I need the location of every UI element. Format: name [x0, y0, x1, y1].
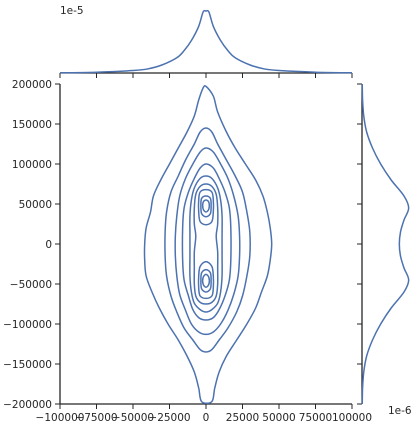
- x-tick-label: 75000: [299, 412, 332, 424]
- y-tick-label: −200000: [3, 399, 52, 411]
- joint-kde-contours: [143, 84, 273, 405]
- x-tick-label: 50000: [262, 412, 295, 424]
- x-tick-label: −75000: [75, 412, 117, 424]
- y-tick-label: 0: [45, 239, 52, 251]
- y-tick-label: −150000: [3, 359, 52, 371]
- marginal-x-ticks: [59, 73, 353, 78]
- kde-contour-level-7: [197, 188, 215, 226]
- kde-contour-level-2: [164, 127, 251, 353]
- marginal-y-density-curve: [361, 83, 410, 405]
- marginal-x-axes: 1e-5: [59, 5, 353, 78]
- kde-contour-level-6: [193, 183, 219, 305]
- kde-contour-level-8: [200, 268, 212, 293]
- kde-contour-level-9: [201, 199, 211, 213]
- y-tick-label: 100000: [12, 159, 52, 171]
- kde-contour-level-7: [197, 260, 215, 300]
- marginal-y-axes: 1e-6: [357, 83, 412, 417]
- x-tick-label: 100000: [332, 412, 372, 424]
- y-tick-label: −100000: [3, 319, 52, 331]
- marginal-x-density-curve: [59, 9, 353, 74]
- x-tick-label: 0: [203, 412, 210, 424]
- marginal-y-offset-text: 1e-6: [388, 405, 412, 417]
- kde-contour-level-9: [201, 273, 211, 288]
- joint-x-ticks: −100000−75000−50000−25000 0 25000 50000 7500…: [36, 404, 372, 424]
- y-tick-label: 50000: [19, 199, 52, 211]
- joint-y-ticks: −200000 −150000 −100000 −50000 0 50000 100000 1…: [3, 79, 60, 411]
- x-tick-label: −50000: [112, 412, 154, 424]
- marginal-x-offset-text: 1e-5: [60, 5, 84, 17]
- joint-axes: −100000−75000−50000−25000 0 25000 50000 7500…: [3, 79, 372, 424]
- y-tick-label: 200000: [12, 79, 52, 91]
- kde-contour-level-4: [181, 163, 232, 321]
- kde-contour-level-8: [200, 195, 212, 218]
- kde-contour-level-5: [189, 175, 223, 313]
- kde-contour-level-1: [143, 84, 273, 405]
- x-tick-label: −25000: [148, 412, 190, 424]
- y-tick-label: −50000: [10, 279, 52, 291]
- x-tick-label: −100000: [36, 412, 85, 424]
- kde-contour-level-3: [174, 147, 241, 336]
- x-tick-label: 25000: [226, 412, 259, 424]
- y-tick-label: 150000: [12, 119, 52, 131]
- marginal-y-ticks: [357, 83, 362, 405]
